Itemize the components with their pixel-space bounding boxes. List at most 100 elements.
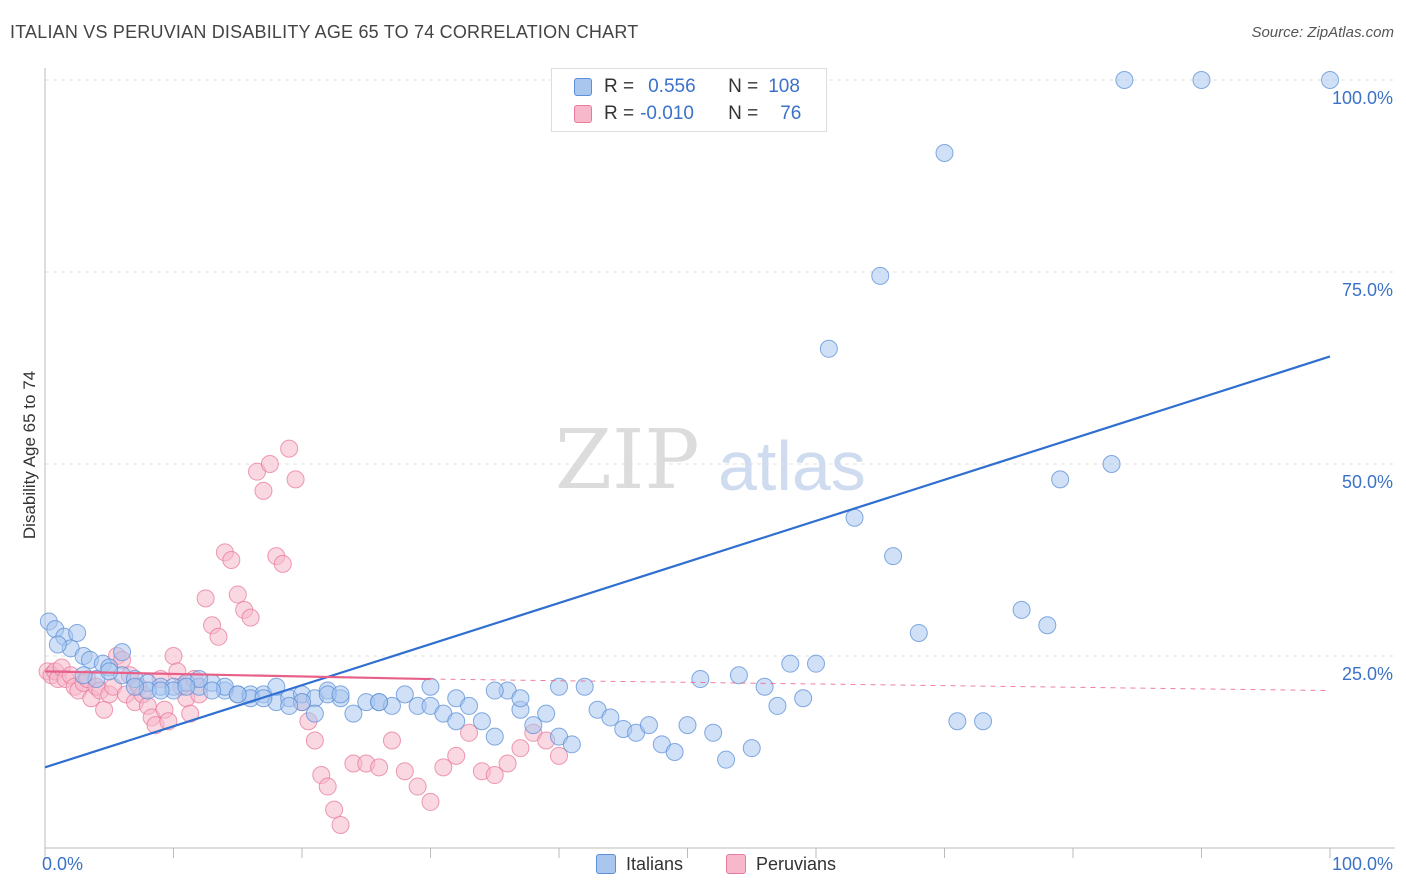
peruvians-point: [222, 551, 241, 569]
legend-row-peruvians: R = -0.010 N = 76: [574, 101, 801, 127]
peruvians-point: [95, 700, 114, 719]
italians-point: [601, 708, 620, 727]
y-tick-label: 75.0%: [1342, 280, 1393, 300]
peruvians-point: [305, 731, 324, 750]
bottom-legend-peruvians-label: Peruvians: [756, 853, 837, 874]
italians-point: [1038, 616, 1057, 635]
peruvians-point: [196, 589, 215, 608]
italians-point: [665, 743, 684, 761]
italians-point: [948, 712, 967, 731]
italians-point: [344, 704, 363, 723]
italians-point: [485, 681, 504, 700]
legend-n-label: N =: [728, 103, 759, 124]
peruvians-point: [260, 455, 279, 473]
bottom-legend-peruvians: Peruvians: [726, 852, 836, 876]
peruvians-point: [318, 777, 337, 796]
legend-row-italians: R = 0.556 N = 108: [574, 74, 800, 100]
italians-point: [717, 750, 736, 769]
italians-point: [151, 681, 170, 700]
italians-point: [768, 696, 787, 715]
peruvians-point: [511, 739, 530, 758]
peruvians-point: [434, 758, 453, 777]
italians-point: [807, 654, 825, 673]
italians-point: [537, 704, 556, 723]
italians-point: [781, 654, 800, 673]
italians-point: [845, 508, 864, 527]
italians-point: [884, 547, 903, 566]
watermark-atlas: atlas: [718, 427, 866, 505]
y-tick-label: 100.0%: [1332, 88, 1393, 108]
italians-point: [935, 143, 954, 162]
x-tick-label: 0.0%: [42, 854, 83, 874]
italians-point: [447, 712, 466, 731]
italians-point: [460, 696, 479, 715]
peruvians-point: [485, 766, 504, 785]
italians-point: [203, 681, 222, 700]
peruvians-point: [325, 800, 344, 819]
x-tick-label: 100.0%: [1332, 854, 1393, 874]
italians-point: [68, 623, 87, 642]
peruvians-point: [382, 731, 401, 750]
italians-point: [729, 666, 748, 685]
italians-point: [794, 689, 813, 708]
italians-point: [331, 685, 350, 704]
bottom-legend-italians: Italians: [596, 852, 683, 876]
italians-point: [113, 643, 132, 662]
peruvians-point: [395, 762, 414, 781]
italians-point: [421, 677, 440, 696]
italians-point: [472, 712, 491, 731]
italians-point: [909, 623, 928, 642]
peruvians-point: [181, 704, 200, 723]
legend-n-label: N =: [728, 76, 759, 97]
italians-point: [871, 266, 890, 285]
italians-point: [1115, 71, 1134, 89]
peruvians-point: [254, 481, 273, 500]
italians-point: [74, 666, 93, 685]
peruvians-point: [460, 723, 479, 742]
legend-r-label: R =: [604, 76, 635, 97]
y-tick-label: 50.0%: [1342, 472, 1393, 492]
italians-point: [100, 662, 119, 681]
italians-point: [395, 685, 414, 704]
legend-swatch-italians: [574, 78, 592, 96]
italians-point: [742, 739, 761, 758]
italians-point: [228, 685, 247, 704]
italians-point: [1012, 600, 1031, 619]
chart-title: ITALIAN VS PERUVIAN DISABILITY AGE 65 TO…: [10, 22, 639, 42]
italians-point: [974, 712, 993, 731]
italians-point: [370, 693, 389, 712]
italians-point: [575, 677, 594, 696]
italians-trend-line: [44, 355, 1331, 769]
peruvians-point: [286, 470, 305, 489]
italians-point: [691, 670, 710, 689]
italians-point: [550, 677, 568, 696]
peruvians-point: [280, 439, 299, 458]
correlation-legend: R = 0.556 N = 108 R = -0.010 N = 76: [551, 68, 827, 132]
italians-point: [704, 723, 723, 742]
peruvians-point: [370, 758, 389, 777]
peruvians-point: [228, 585, 247, 604]
y-tick-label: 25.0%: [1342, 664, 1393, 684]
italians-point: [125, 677, 144, 696]
italians-point: [1051, 470, 1070, 489]
italians-point: [1192, 71, 1211, 89]
peruvians-point: [408, 777, 427, 796]
italians-point: [819, 339, 838, 358]
bottom-swatch-peruvians: [726, 854, 746, 874]
italians-point: [177, 677, 196, 696]
italians-point: [562, 735, 581, 754]
peruvians-point: [447, 746, 466, 765]
peruvians-trend-line: [44, 670, 431, 681]
legend-n-value: 76: [780, 103, 802, 124]
legend-swatch-peruvians: [574, 105, 592, 123]
italians-point: [639, 716, 658, 735]
legend-n-value: 108: [768, 76, 800, 97]
peruvians-point: [241, 608, 260, 627]
italians-point: [524, 716, 543, 735]
peruvians-point: [421, 792, 440, 811]
source-label: Source: ZipAtlas.com: [1251, 24, 1394, 41]
peruvians-point: [273, 554, 292, 573]
peruvians-point: [550, 746, 568, 765]
italians-point: [1102, 455, 1121, 473]
